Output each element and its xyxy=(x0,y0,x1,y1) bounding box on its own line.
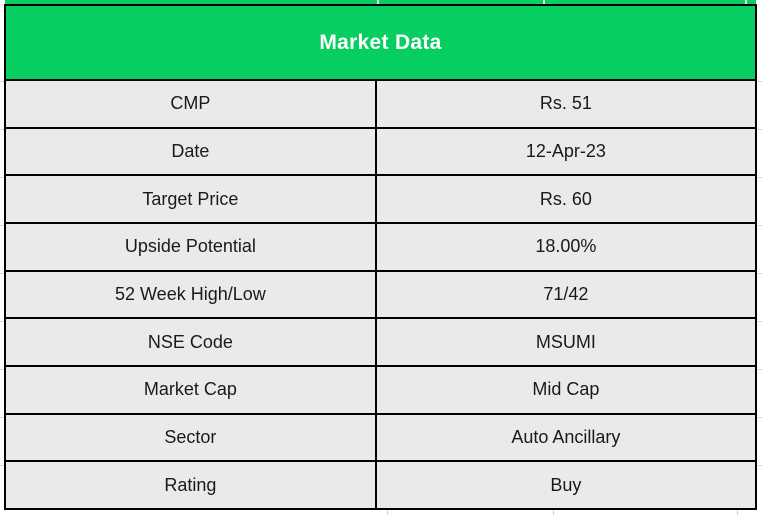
gridline xyxy=(0,465,4,466)
gridline xyxy=(543,0,545,4)
gridline xyxy=(758,81,762,82)
row-label-cell[interactable]: Upside Potential xyxy=(6,224,377,270)
gridline xyxy=(758,273,762,274)
table-row: Market Cap Mid Cap xyxy=(6,367,755,415)
table-row: Target Price Rs. 60 xyxy=(6,176,755,225)
gridline xyxy=(758,369,762,370)
table-row: CMP Rs. 51 xyxy=(6,81,755,129)
table-row: 52 Week High/Low 71/42 xyxy=(6,271,755,320)
row-label-cell[interactable]: Date xyxy=(6,128,377,175)
gridline xyxy=(377,0,379,4)
top-green-strip xyxy=(5,0,756,4)
gridline xyxy=(758,177,762,178)
market-data-table: Market Data CMP Rs. 51 Date 12-Apr-23 Target… xyxy=(4,4,757,510)
table-row: Rating Buy xyxy=(6,462,755,509)
gridline xyxy=(0,129,4,130)
row-value-cell[interactable]: Mid Cap xyxy=(532,379,600,400)
gridline xyxy=(737,510,738,515)
gridline xyxy=(758,321,762,322)
gridline xyxy=(758,465,762,466)
gridline xyxy=(0,177,4,178)
row-value-cell[interactable]: Buy xyxy=(550,474,582,495)
gridline xyxy=(0,225,4,226)
gridline xyxy=(0,81,4,82)
gridline xyxy=(0,417,4,418)
row-label-cell[interactable]: Target Price xyxy=(6,176,377,223)
table-row: Sector Auto Ancillary xyxy=(6,414,755,463)
table-row: NSE Code MSUMI xyxy=(6,319,755,368)
row-label-cell[interactable]: Rating xyxy=(6,462,377,509)
table-title[interactable]: Market Data xyxy=(6,6,755,81)
gridline xyxy=(387,510,388,515)
row-value-cell[interactable]: Rs. 51 xyxy=(539,93,592,114)
row-value-cell[interactable]: Rs. 60 xyxy=(539,188,592,209)
gridline xyxy=(758,417,762,418)
table-row: Upside Potential 18.00% xyxy=(6,224,755,272)
row-label-cell[interactable]: NSE Code xyxy=(6,319,377,366)
row-label-cell[interactable]: Market Cap xyxy=(6,367,377,413)
row-label-cell[interactable]: CMP xyxy=(6,81,377,127)
gridline xyxy=(0,273,4,274)
row-value-cell[interactable]: MSUMI xyxy=(535,331,596,352)
gridline xyxy=(0,321,4,322)
row-value-cell[interactable]: 18.00% xyxy=(535,236,597,257)
row-value-cell[interactable]: Auto Ancillary xyxy=(511,427,621,448)
row-label-cell[interactable]: Sector xyxy=(6,414,377,461)
gridline xyxy=(0,369,4,370)
gridline xyxy=(553,510,554,515)
row-value-cell[interactable]: 12-Apr-23 xyxy=(525,141,606,161)
table-body: CMP Rs. 51 Date 12-Apr-23 Target Price Rs. 60… xyxy=(6,81,755,509)
gridline xyxy=(758,225,762,226)
gridline xyxy=(745,0,747,4)
gridline xyxy=(758,129,762,130)
row-label-cell[interactable]: 52 Week High/Low xyxy=(6,271,377,318)
row-value-cell[interactable]: 71/42 xyxy=(543,284,589,305)
table-row: Date 12-Apr-23 xyxy=(6,128,755,177)
